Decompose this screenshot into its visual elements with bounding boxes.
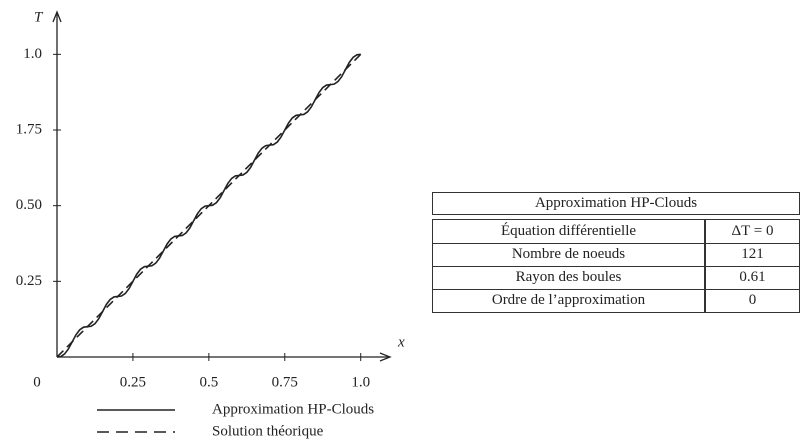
- table-cell: Ordre de l’approximation: [491, 292, 646, 308]
- table-cell: Rayon des boules: [515, 269, 622, 285]
- x-axis-label: x: [397, 334, 405, 350]
- y-axis-label: T: [34, 9, 44, 25]
- x-tick-label: 0.75: [272, 374, 298, 390]
- x-tick-label: 1.0: [351, 374, 370, 390]
- row-divider: [433, 266, 799, 267]
- y-tick-label: 0.25: [16, 273, 42, 289]
- table-cell: 121: [741, 246, 764, 262]
- table-cell: Nombre de noeuds: [511, 246, 626, 262]
- table-title: Approximation HP-Clouds: [534, 195, 698, 211]
- y-tick-label: 1.0: [23, 46, 42, 62]
- table-cell: Équation différentielle: [500, 223, 637, 239]
- legend-label: Solution théorique: [212, 423, 324, 439]
- series-line: [56, 53, 362, 358]
- y-tick-label: 1.75: [16, 121, 42, 137]
- y-arrow: [52, 10, 62, 23]
- x-arrow: [379, 352, 392, 362]
- table: Équation différentielle ΔT = 0 Nombre de n…: [432, 219, 800, 313]
- table-title-box: Approximation HP-Clouds: [432, 192, 800, 215]
- table-cell: 0.61: [739, 269, 766, 285]
- x-tick-label: 0.5: [199, 374, 218, 390]
- table-cell: ΔT = 0: [731, 223, 774, 239]
- row-divider: [433, 289, 799, 290]
- x-tick-label: 0: [33, 374, 41, 390]
- x-tick-label: 0.25: [120, 374, 146, 390]
- y-tick-label: 0.50: [16, 197, 42, 213]
- legend-label: Approximation HP-Clouds: [212, 401, 374, 417]
- row-divider: [433, 243, 799, 244]
- table-cell: 0: [748, 292, 757, 308]
